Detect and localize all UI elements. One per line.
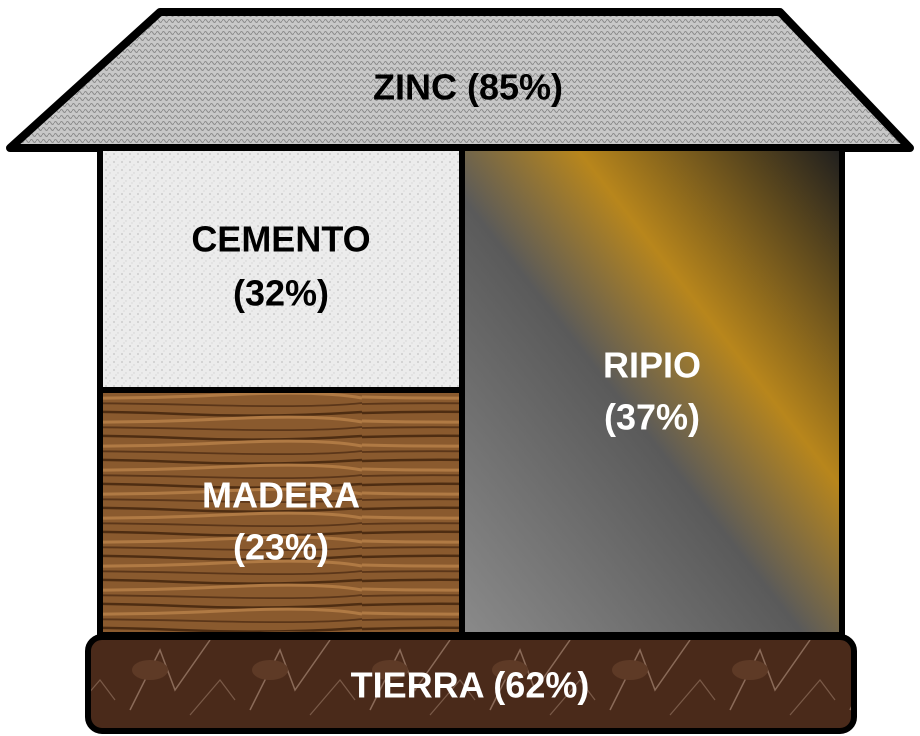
floor-label: TIERRA (62%)	[351, 665, 590, 706]
ripio-wall	[459, 145, 845, 638]
wood-percent: (23%)	[233, 527, 329, 568]
floor	[85, 634, 857, 734]
cement-percent: (32%)	[233, 273, 329, 314]
cement-wall	[97, 145, 465, 393]
roof-label: ZINC (85%)	[373, 67, 563, 108]
cement-label: CEMENTO	[191, 219, 370, 260]
ripio-label: RIPIO	[603, 345, 701, 386]
wood-label: MADERA	[202, 475, 360, 516]
ripio-percent: (37%)	[604, 397, 700, 438]
roof	[6, 8, 914, 152]
